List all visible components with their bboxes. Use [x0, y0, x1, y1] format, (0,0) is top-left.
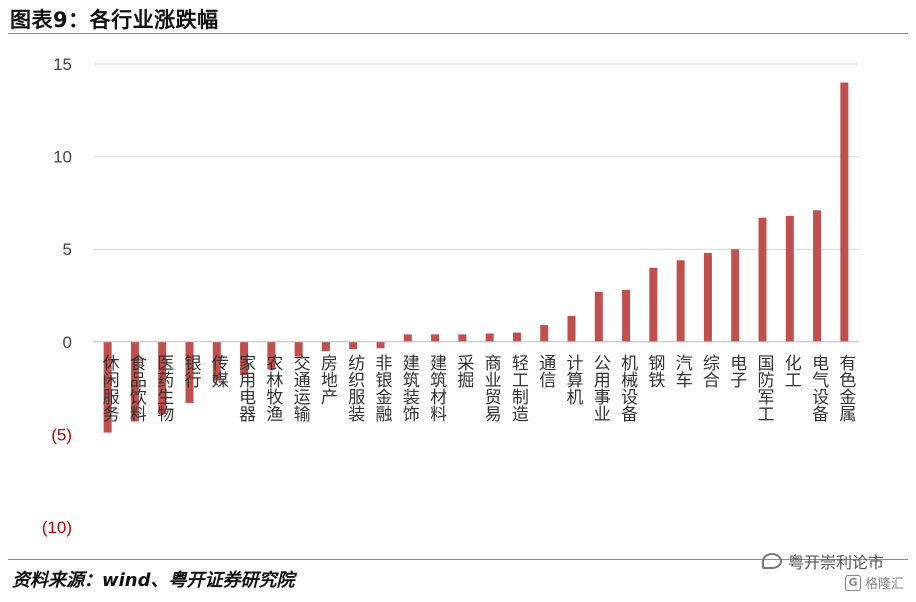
x-tick-label: 银行 [181, 354, 202, 389]
bar [158, 341, 167, 415]
bar-chart: 15 10 5 0 (5) (10) 休闲服务 食品饮料 医药生物 银行 传媒 家用电器 农林牧渔 交通运… [42, 55, 858, 537]
y-tick-label: 10 [53, 148, 72, 167]
bar [731, 249, 740, 342]
x-tick-label: 食品饮料 [126, 354, 147, 422]
x-tick-label: 电气设备 [808, 354, 829, 422]
watermark: 粤开崇利论市 [761, 549, 884, 573]
x-tick-label: 综合 [699, 354, 720, 388]
x-tick-label: 计算机 [563, 354, 584, 405]
bar [540, 325, 549, 342]
watermark-text: 粤开崇利论市 [787, 553, 884, 572]
bar [267, 341, 276, 370]
chart-title: 图表9：各行业涨跌幅 [10, 8, 219, 32]
y-tick-label: 15 [53, 55, 72, 74]
footer-divider [8, 559, 908, 560]
bar [758, 217, 767, 342]
bar [376, 341, 385, 349]
bar [567, 315, 576, 342]
bar [294, 341, 303, 357]
x-tick-label: 农林牧渔 [262, 354, 283, 422]
bar [485, 333, 494, 342]
x-tick-label: 非银金融 [372, 354, 393, 423]
bar [431, 334, 440, 342]
bar [130, 341, 139, 422]
bar [240, 341, 249, 376]
x-tick-label: 交通运输 [290, 354, 311, 423]
bar [321, 341, 330, 352]
bar [103, 341, 112, 433]
bar [813, 210, 822, 342]
x-tick-label: 机械设备 [617, 354, 638, 422]
x-tick-label: 轻工制造 [508, 354, 529, 422]
watermark-sub-text: 格隆汇 [864, 577, 904, 592]
x-tick-label: 房地产 [317, 354, 338, 405]
x-tick-label: 建筑材料 [426, 354, 447, 422]
x-tick-label: 传媒 [208, 354, 229, 388]
y-tick-label: (5) [51, 425, 72, 444]
x-tick-label: 医药生物 [153, 354, 174, 422]
y-tick-label: 5 [63, 240, 72, 259]
x-tick-label: 化工 [781, 354, 802, 388]
bar [594, 291, 603, 342]
bar [840, 82, 849, 342]
bar [512, 332, 521, 342]
x-tick-label: 建筑装饰 [399, 354, 420, 422]
watermark-secondary: G 格隆汇 [844, 573, 904, 592]
x-tick-label: 钢铁 [644, 354, 665, 388]
y-tick-label: (10) [42, 518, 72, 537]
title-divider [8, 33, 908, 34]
x-tick-label: 家用电器 [235, 354, 256, 422]
bar [185, 341, 194, 403]
x-tick-label: 休闲服务 [99, 354, 120, 422]
gelonghui-logo-icon: G [844, 574, 861, 591]
source-note: 资料来源：wind、粤开证券研究院 [12, 570, 295, 591]
bar [458, 334, 467, 342]
x-tick-label: 公用事业 [590, 354, 611, 422]
bar [703, 252, 712, 342]
x-tick-label: 商业贸易 [481, 354, 502, 423]
bar [649, 267, 658, 342]
bar [212, 341, 221, 381]
wechat-icon [761, 553, 782, 569]
bar [403, 334, 412, 342]
bar [676, 260, 685, 342]
x-tick-label: 电子 [726, 354, 747, 388]
y-tick-label: 0 [63, 333, 72, 352]
x-tick-label: 通信 [535, 354, 556, 388]
bar [785, 215, 794, 342]
x-tick-label: 采掘 [453, 354, 474, 389]
x-tick-label: 汽车 [672, 354, 693, 388]
bar [349, 341, 358, 350]
x-tick-label: 有色金属 [835, 354, 856, 422]
bar [622, 289, 631, 342]
x-tick-label: 纺织服装 [344, 354, 365, 422]
x-tick-label: 国防军工 [754, 354, 775, 422]
